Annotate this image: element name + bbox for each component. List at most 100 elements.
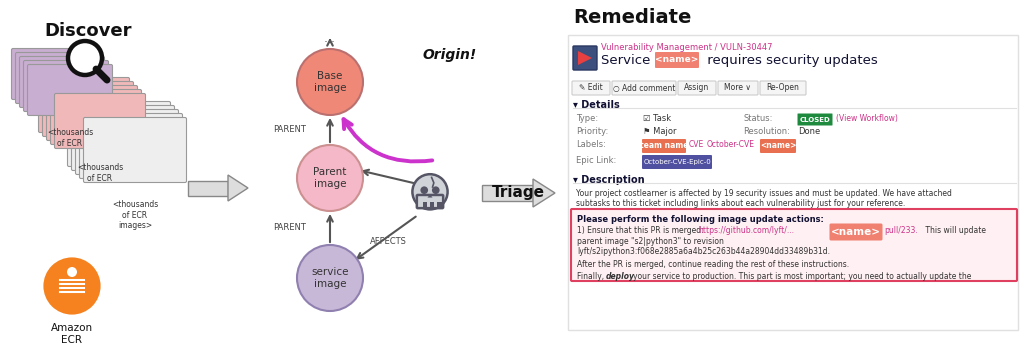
Circle shape <box>67 267 77 277</box>
Circle shape <box>297 49 362 115</box>
Text: AFFECTS: AFFECTS <box>370 237 407 246</box>
Text: Vulnerability Management / VULN-30447: Vulnerability Management / VULN-30447 <box>601 43 772 52</box>
FancyBboxPatch shape <box>573 46 597 70</box>
FancyBboxPatch shape <box>84 118 186 182</box>
FancyBboxPatch shape <box>571 209 1017 281</box>
Text: Resolution:: Resolution: <box>743 127 790 136</box>
Text: <thousands
of ECR: <thousands of ECR <box>47 128 93 148</box>
Text: Origin!: Origin! <box>423 48 477 62</box>
Text: CVE: CVE <box>689 140 705 149</box>
FancyBboxPatch shape <box>11 48 96 99</box>
FancyBboxPatch shape <box>568 35 1018 330</box>
Text: deploy: deploy <box>606 272 635 281</box>
Text: <thousands
of ECR: <thousands of ECR <box>77 163 123 183</box>
FancyBboxPatch shape <box>50 90 141 145</box>
Text: Remediate: Remediate <box>573 8 691 27</box>
Circle shape <box>297 245 362 311</box>
Text: Base
image: Base image <box>313 71 346 93</box>
Text: parent image "s2|python3" to revision: parent image "s2|python3" to revision <box>577 237 724 246</box>
Text: Triage: Triage <box>492 186 545 201</box>
FancyBboxPatch shape <box>572 81 610 95</box>
FancyBboxPatch shape <box>68 102 171 166</box>
FancyBboxPatch shape <box>54 94 145 149</box>
FancyBboxPatch shape <box>642 139 686 153</box>
Text: October-CVE: October-CVE <box>707 140 755 149</box>
FancyBboxPatch shape <box>28 64 113 115</box>
Text: PARENT: PARENT <box>273 126 306 135</box>
Bar <box>423 202 427 207</box>
Text: ○ Add comment: ○ Add comment <box>612 83 675 92</box>
FancyBboxPatch shape <box>798 114 833 126</box>
Text: service
image: service image <box>311 267 349 289</box>
Text: ✎ Edit: ✎ Edit <box>580 83 603 92</box>
Circle shape <box>413 174 447 209</box>
Text: Done: Done <box>798 127 820 136</box>
Text: Re-Open: Re-Open <box>767 83 800 92</box>
FancyBboxPatch shape <box>612 81 676 95</box>
FancyBboxPatch shape <box>19 56 104 107</box>
Text: October-CVE-Epic-0: October-CVE-Epic-0 <box>643 159 711 165</box>
FancyArrowPatch shape <box>343 119 432 162</box>
Text: Discover: Discover <box>44 22 132 40</box>
Text: Assign: Assign <box>684 83 710 92</box>
FancyBboxPatch shape <box>760 81 806 95</box>
FancyBboxPatch shape <box>15 52 100 103</box>
Text: 1) Ensure that this PR is merged:: 1) Ensure that this PR is merged: <box>577 226 706 235</box>
FancyBboxPatch shape <box>829 223 883 241</box>
FancyBboxPatch shape <box>718 81 758 95</box>
FancyBboxPatch shape <box>39 78 129 132</box>
Text: Amazon
ECR: Amazon ECR <box>51 323 93 345</box>
Bar <box>430 202 434 207</box>
FancyBboxPatch shape <box>72 106 174 170</box>
Text: Finally,: Finally, <box>577 272 606 281</box>
Circle shape <box>432 186 439 194</box>
Text: After the PR is merged, continue reading the rest of these instructions.: After the PR is merged, continue reading… <box>577 260 849 269</box>
Text: <name>: <name> <box>655 55 698 64</box>
FancyBboxPatch shape <box>655 52 699 68</box>
Text: More ∨: More ∨ <box>725 83 752 92</box>
FancyBboxPatch shape <box>24 60 109 111</box>
Text: (View Workflow): (View Workflow) <box>836 114 898 123</box>
Text: Parent
image: Parent image <box>313 167 347 189</box>
Text: team name: team name <box>640 142 688 150</box>
Text: Labels:: Labels: <box>575 140 606 149</box>
FancyBboxPatch shape <box>760 139 796 153</box>
Text: <name>: <name> <box>760 142 797 150</box>
Circle shape <box>297 145 362 211</box>
Text: lyft/s2ipython3:f068e2885a6a4b25c263b44a28904dd33489b31d.: lyft/s2ipython3:f068e2885a6a4b25c263b44a… <box>577 247 830 256</box>
Text: your service to production. This part is most important; you need to actually up: your service to production. This part is… <box>633 272 972 281</box>
Text: ☑ Task: ☑ Task <box>643 114 671 123</box>
Bar <box>188 181 228 195</box>
FancyBboxPatch shape <box>76 110 178 174</box>
Text: ⚑ Major: ⚑ Major <box>643 127 677 136</box>
Bar <box>437 202 441 207</box>
Text: Epic Link:: Epic Link: <box>575 156 616 165</box>
Text: PARENT: PARENT <box>273 223 306 233</box>
Bar <box>482 185 534 201</box>
Text: Status:: Status: <box>743 114 772 123</box>
FancyBboxPatch shape <box>46 86 137 141</box>
Text: Your project costlearner is affected by 19 security issues and must be updated. : Your project costlearner is affected by … <box>575 189 952 198</box>
Text: <thousands
of ECR
images>: <thousands of ECR images> <box>112 200 158 230</box>
Text: Type:: Type: <box>575 114 598 123</box>
FancyBboxPatch shape <box>678 81 716 95</box>
Text: <name>: <name> <box>831 227 881 237</box>
Text: Please perform the following image update actions:: Please perform the following image updat… <box>577 215 824 224</box>
Text: pull/233.: pull/233. <box>884 226 918 235</box>
Text: CLOSED: CLOSED <box>800 116 830 123</box>
Text: ▾ Description: ▾ Description <box>573 175 645 185</box>
Polygon shape <box>228 175 248 201</box>
Circle shape <box>68 41 102 75</box>
Text: ▾ Details: ▾ Details <box>573 100 620 110</box>
FancyBboxPatch shape <box>417 195 443 208</box>
Text: Service: Service <box>601 54 654 67</box>
Polygon shape <box>427 194 432 198</box>
Polygon shape <box>534 179 555 207</box>
Circle shape <box>42 256 102 316</box>
Text: https://github.com/lyft/...: https://github.com/lyft/... <box>698 226 794 235</box>
FancyBboxPatch shape <box>43 82 133 136</box>
Text: Priority:: Priority: <box>575 127 608 136</box>
Text: This will update: This will update <box>923 226 986 235</box>
FancyBboxPatch shape <box>80 114 182 178</box>
Text: subtasks to this ticket including links about each vulnerability just for your r: subtasks to this ticket including links … <box>575 199 905 208</box>
